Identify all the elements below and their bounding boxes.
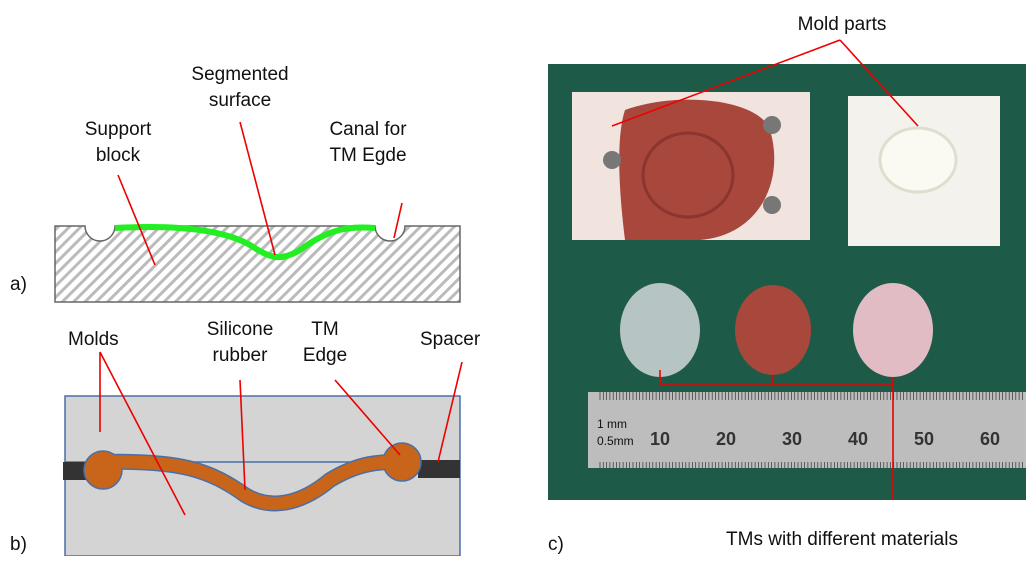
annotation: TM Egde: [329, 145, 406, 166]
figure: a) Segmented surface Support block Canal…: [0, 0, 1028, 556]
panel-b: b) Molds Silicone rubber TM Edge Spacer: [10, 319, 481, 556]
label: c): [548, 534, 564, 555]
ruler-mark: 30: [782, 429, 802, 449]
annotation: surface: [209, 90, 271, 111]
label: b): [10, 534, 27, 555]
ruler-mark: 50: [914, 429, 934, 449]
annotation: Silicone: [207, 319, 274, 340]
spacer-right: [418, 460, 460, 478]
tm-disk: [853, 283, 933, 377]
label: a): [10, 274, 27, 295]
mold-cavity: [880, 128, 956, 192]
ruler-unit: 0.5mm: [597, 434, 634, 448]
annotation: Segmented: [191, 64, 288, 85]
panel-c: 1 mm 0.5mm 10 20 30 40 50 60 c) Mold parts TM…: [548, 14, 1026, 555]
ruler-mark: 40: [848, 429, 868, 449]
pin: [763, 116, 781, 134]
pin: [763, 196, 781, 214]
support-block-shape: [55, 226, 460, 302]
annotation: Canal for: [329, 119, 407, 140]
ruler-mark: 20: [716, 429, 736, 449]
annotation: Mold parts: [798, 14, 887, 35]
tm-disk: [620, 283, 700, 377]
annotation: Support: [85, 119, 152, 140]
annotation: TM: [311, 319, 338, 340]
annotation: Edge: [303, 345, 347, 366]
pin: [603, 151, 621, 169]
ruler-mark: 60: [980, 429, 1000, 449]
panel-a: a) Segmented surface Support block Canal…: [10, 64, 460, 302]
ruler-unit: 1 mm: [597, 417, 627, 431]
annotation: rubber: [213, 345, 269, 366]
annotation: block: [96, 145, 141, 166]
annotation: Spacer: [420, 329, 481, 350]
tm-disk: [735, 285, 811, 375]
annotation: Molds: [68, 329, 119, 350]
ruler-mark: 10: [650, 429, 670, 449]
annotation: TMs with different materials: [726, 529, 958, 550]
